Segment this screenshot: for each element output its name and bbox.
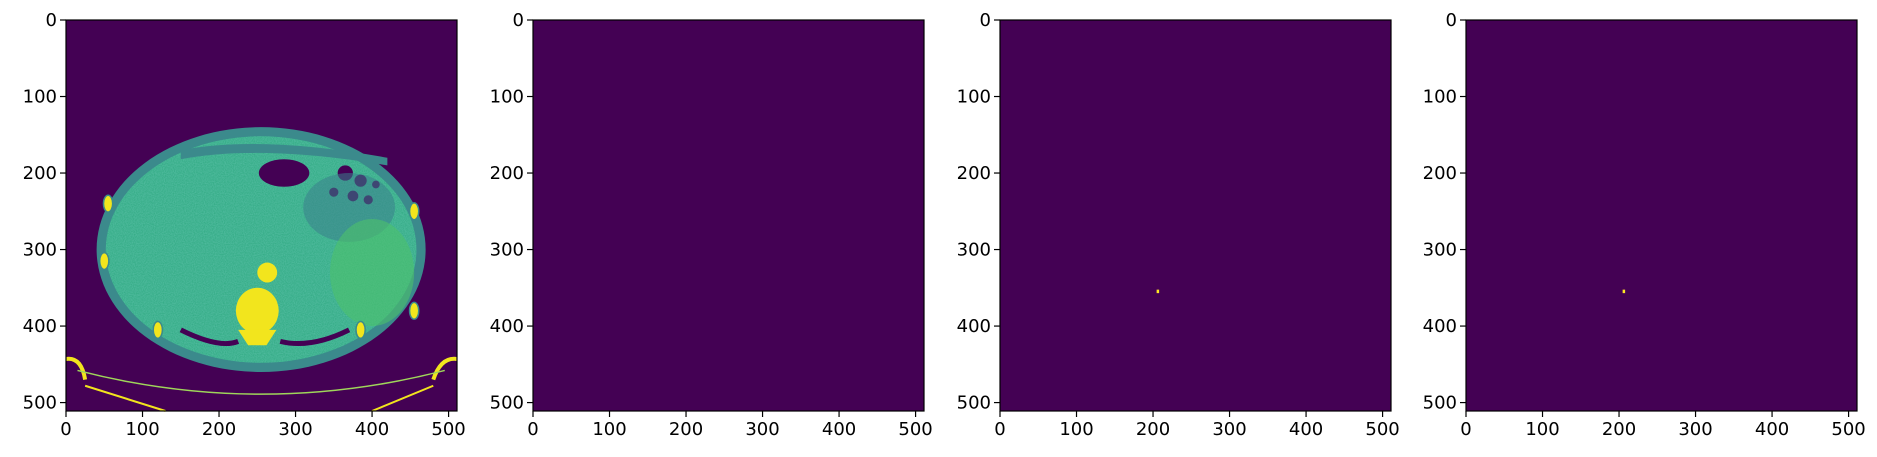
image-background xyxy=(1000,20,1391,411)
rib-3 xyxy=(408,202,420,221)
y-tick-label: 500 xyxy=(490,393,524,414)
y-tick-label: 300 xyxy=(957,240,991,261)
y-tick-label: 0 xyxy=(513,10,524,31)
x-tick-label: 200 xyxy=(1136,419,1170,440)
stomach-air xyxy=(258,159,310,187)
x-tick-label: 300 xyxy=(278,419,312,440)
mask-spot xyxy=(1156,289,1160,294)
y-tick-label: 500 xyxy=(957,393,991,414)
x-tick-label: 0 xyxy=(60,419,71,440)
y-tick-label: 200 xyxy=(1423,163,1457,184)
x-tick-label: 0 xyxy=(1460,419,1471,440)
y-tick-label: 0 xyxy=(980,10,991,31)
y-tick-label: 300 xyxy=(1423,240,1457,261)
rib-1 xyxy=(102,194,114,213)
x-tick-label: 400 xyxy=(1289,419,1323,440)
bed-line-right xyxy=(371,384,434,412)
x-tick-label: 200 xyxy=(669,419,703,440)
bed-curve xyxy=(77,369,445,395)
y-tick-label: 200 xyxy=(23,163,57,184)
x-tick-label: 0 xyxy=(527,419,538,440)
y-tick-label: 100 xyxy=(1423,87,1457,108)
fat-band xyxy=(180,143,388,166)
y-tick-label: 0 xyxy=(1446,10,1457,31)
vertebral-body xyxy=(235,287,279,334)
mask-spot xyxy=(1622,289,1626,294)
x-tick-label: 500 xyxy=(1831,419,1865,440)
y-tick-label: 100 xyxy=(23,87,57,108)
x-tick-label: 100 xyxy=(592,419,626,440)
x-tick-label: 400 xyxy=(355,419,389,440)
y-tick-label: 100 xyxy=(490,87,524,108)
y-tick-label: 400 xyxy=(1423,316,1457,337)
y-tick-label: 400 xyxy=(490,316,524,337)
x-tick-label: 500 xyxy=(1365,419,1399,440)
rib-5 xyxy=(355,320,366,340)
ct-slice-image xyxy=(65,127,458,412)
x-tick-label: 300 xyxy=(745,419,779,440)
y-tick-label: 200 xyxy=(490,163,524,184)
x-tick-label: 500 xyxy=(898,419,932,440)
x-tick-label: 300 xyxy=(1678,419,1712,440)
axes-frame xyxy=(65,19,458,412)
rib-4 xyxy=(152,320,164,340)
axes-frame xyxy=(1465,19,1858,412)
bed-edge-right xyxy=(431,356,458,381)
y-tick-label: 200 xyxy=(957,163,991,184)
y-tick-label: 400 xyxy=(23,316,57,337)
axes-frame xyxy=(999,19,1392,412)
y-tick-label: 100 xyxy=(957,87,991,108)
fat-line-left xyxy=(179,327,240,347)
x-tick-label: 200 xyxy=(1602,419,1636,440)
x-tick-label: 400 xyxy=(1755,419,1789,440)
vertebral-arch xyxy=(238,329,277,346)
axes-frame xyxy=(532,19,925,412)
y-tick-label: 300 xyxy=(490,240,524,261)
x-tick-label: 500 xyxy=(431,419,465,440)
x-tick-label: 100 xyxy=(1525,419,1559,440)
y-tick-label: 300 xyxy=(23,240,57,261)
x-tick-label: 300 xyxy=(1212,419,1246,440)
x-tick-label: 100 xyxy=(1059,419,1093,440)
spleen xyxy=(329,218,415,327)
x-tick-label: 400 xyxy=(822,419,856,440)
y-tick-label: 400 xyxy=(957,316,991,337)
image-background xyxy=(533,20,924,411)
y-tick-label: 500 xyxy=(23,393,57,414)
x-tick-label: 0 xyxy=(994,419,1005,440)
x-tick-label: 200 xyxy=(202,419,236,440)
x-tick-label: 100 xyxy=(125,419,159,440)
y-tick-label: 0 xyxy=(46,10,57,31)
fat-line-right xyxy=(279,327,351,346)
rib-2 xyxy=(98,251,110,271)
rib-6 xyxy=(408,301,420,320)
aorta xyxy=(257,262,278,283)
image-background xyxy=(1466,20,1857,411)
y-tick-label: 500 xyxy=(1423,393,1457,414)
bed-line-left xyxy=(84,384,166,412)
bed-edge-left xyxy=(65,356,88,380)
